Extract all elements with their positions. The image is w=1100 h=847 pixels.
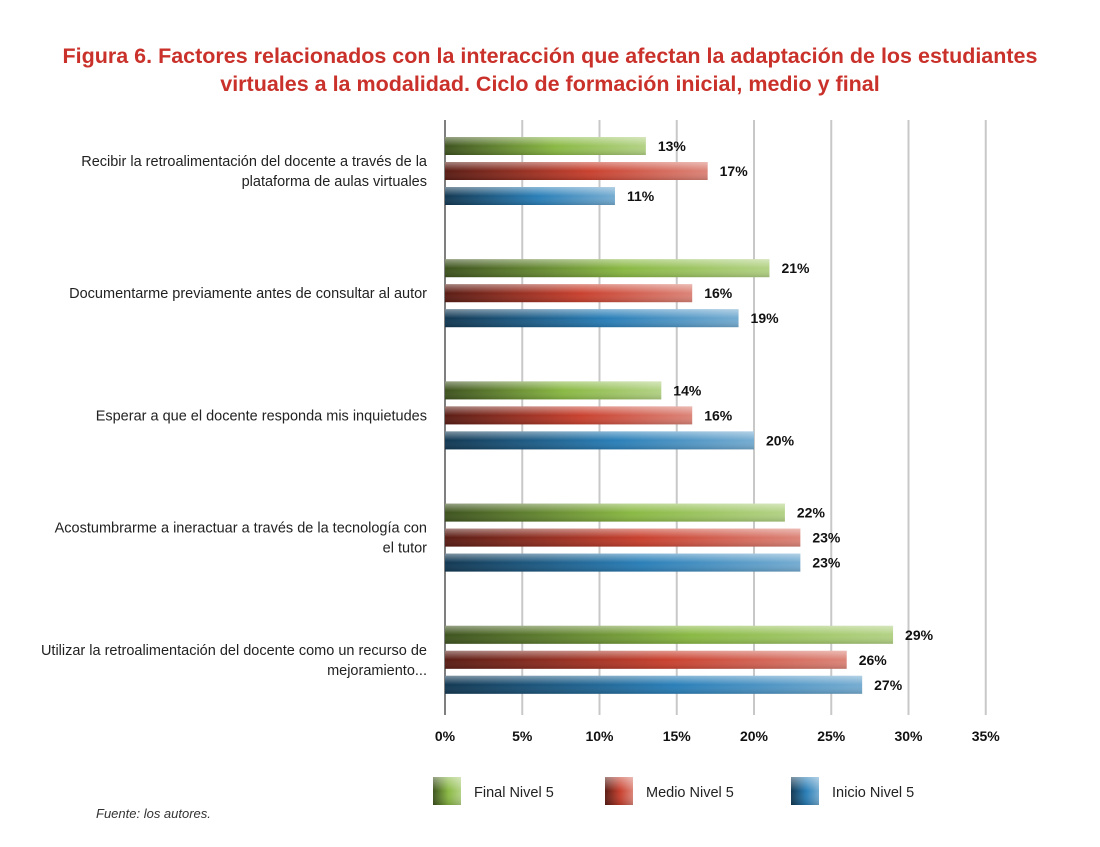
- data-label: 16%: [704, 407, 733, 423]
- legend-swatch-gloss: [791, 777, 819, 805]
- category-label: Acostumbrarme a ineractuar a través de l…: [55, 521, 427, 537]
- data-label: 23%: [812, 555, 841, 571]
- bar-gloss: [445, 503, 785, 522]
- bar-gloss: [445, 259, 770, 278]
- bar-gloss: [445, 137, 646, 155]
- bar-gloss: [445, 284, 693, 303]
- x-tick-label: 15%: [663, 728, 692, 744]
- category-label: Recibir la retroalimentación del docente…: [81, 154, 428, 170]
- legend-label: Final Nivel 5: [474, 785, 554, 801]
- bar-gloss: [445, 187, 615, 205]
- category-label: plataforma de aulas virtuales: [242, 174, 427, 190]
- x-tick-label: 10%: [585, 728, 614, 744]
- category-label: el tutor: [383, 541, 427, 557]
- bar-gloss: [445, 625, 894, 644]
- chart-title-line-1: Figura 6. Factores relacionados con la i…: [62, 44, 1038, 68]
- x-tick-label: 35%: [972, 728, 1001, 744]
- data-label: 29%: [905, 627, 934, 643]
- data-label: 16%: [704, 285, 733, 301]
- bar-gloss: [445, 553, 801, 572]
- category-label: Documentarme previamente antes de consul…: [69, 286, 427, 302]
- bar-gloss: [445, 381, 662, 400]
- x-tick-label: 0%: [435, 728, 456, 744]
- data-label: 26%: [859, 652, 888, 668]
- data-label: 27%: [874, 677, 903, 693]
- data-label: 21%: [781, 260, 810, 276]
- category-label: mejoramiento...: [327, 663, 427, 679]
- x-tick-label: 5%: [512, 728, 533, 744]
- bar-gloss: [445, 162, 708, 180]
- data-label: 13%: [658, 138, 687, 154]
- data-label: 20%: [766, 432, 795, 448]
- category-label: Utilizar la retroalimentación del docent…: [41, 643, 427, 659]
- data-label: 23%: [812, 530, 841, 546]
- data-label: 19%: [751, 310, 780, 326]
- data-label: 11%: [627, 188, 655, 204]
- x-tick-label: 20%: [740, 728, 769, 744]
- x-tick-label: 30%: [894, 728, 923, 744]
- legend-swatch-gloss: [433, 777, 461, 805]
- data-label: 17%: [720, 163, 749, 179]
- legend-swatch-gloss: [605, 777, 633, 805]
- legend-label: Medio Nivel 5: [646, 785, 734, 801]
- bar-gloss: [445, 406, 693, 425]
- x-tick-label: 25%: [817, 728, 846, 744]
- chart-title: Figura 6. Factores relacionados con la i…: [0, 42, 1100, 98]
- bar-gloss: [445, 528, 801, 547]
- chart-title-line-2: virtuales a la modalidad. Ciclo de forma…: [220, 72, 880, 96]
- bar-gloss: [445, 675, 863, 694]
- bar-gloss: [445, 309, 739, 328]
- source-note: Fuente: los autores.: [96, 806, 211, 821]
- category-label: Esperar a que el docente responda mis in…: [96, 408, 427, 424]
- data-label: 22%: [797, 505, 826, 521]
- bar-gloss: [445, 431, 754, 450]
- data-label: 14%: [673, 382, 702, 398]
- bar-gloss: [445, 650, 847, 669]
- legend-label: Inicio Nivel 5: [832, 785, 914, 801]
